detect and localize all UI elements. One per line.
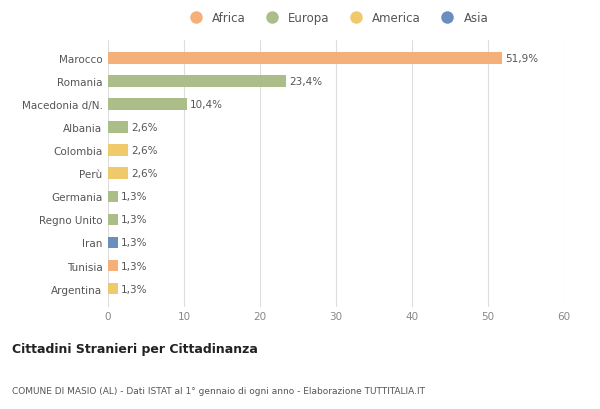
Bar (108, 237, 118, 249)
Bar (108, 76, 286, 88)
Text: 1,3%: 1,3% (121, 261, 148, 271)
Text: 1,3%: 1,3% (121, 192, 148, 202)
Text: 2,6%: 2,6% (131, 123, 157, 133)
Text: 51,9%: 51,9% (505, 54, 539, 64)
Text: 2,6%: 2,6% (131, 169, 157, 179)
Bar (108, 99, 187, 110)
Bar (108, 283, 118, 294)
Text: 1,3%: 1,3% (121, 284, 148, 294)
Text: 1,3%: 1,3% (121, 238, 148, 248)
Bar (108, 145, 128, 157)
Text: 10,4%: 10,4% (190, 100, 223, 110)
Bar (108, 260, 118, 272)
Text: COMUNE DI MASIO (AL) - Dati ISTAT al 1° gennaio di ogni anno - Elaborazione TUTT: COMUNE DI MASIO (AL) - Dati ISTAT al 1° … (12, 386, 425, 395)
Text: 23,4%: 23,4% (289, 77, 322, 87)
Bar (108, 122, 128, 134)
Bar (108, 214, 118, 226)
Bar (108, 53, 502, 65)
Text: Cittadini Stranieri per Cittadinanza: Cittadini Stranieri per Cittadinanza (12, 342, 258, 355)
Text: 1,3%: 1,3% (121, 215, 148, 225)
Bar (108, 168, 128, 180)
Text: 2,6%: 2,6% (131, 146, 157, 156)
Legend: Africa, Europa, America, Asia: Africa, Europa, America, Asia (179, 7, 493, 30)
Bar (108, 191, 118, 202)
